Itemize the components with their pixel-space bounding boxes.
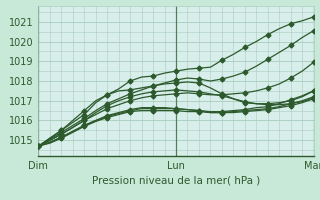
X-axis label: Pression niveau de la mer( hPa ): Pression niveau de la mer( hPa ) [92, 175, 260, 185]
